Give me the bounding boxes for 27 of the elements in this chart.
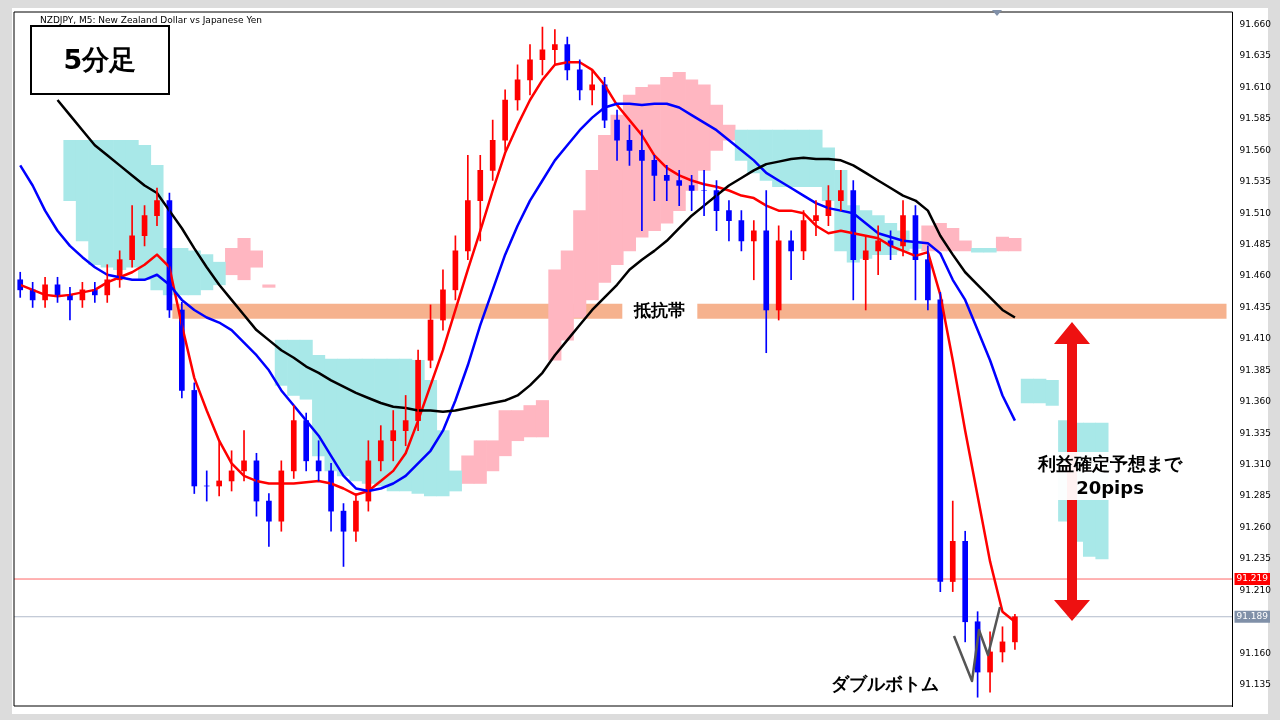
ref-line-label: 91.219: [1236, 573, 1269, 584]
y-tick-label: 91.535: [1239, 176, 1272, 187]
y-tick-label: 91.635: [1239, 50, 1272, 61]
y-tick-label: 91.660: [1239, 18, 1272, 29]
y-tick-label: 91.260: [1239, 521, 1272, 532]
y-tick-label: 91.335: [1239, 427, 1272, 438]
y-tick-label: 91.485: [1239, 238, 1272, 249]
text: 5分足: [30, 25, 170, 95]
y-tick-label: 91.610: [1239, 81, 1272, 92]
y-tick-label: 91.285: [1239, 490, 1272, 501]
band-label: 抵抗帯: [633, 299, 686, 320]
y-tick-label: 91.560: [1239, 144, 1272, 155]
chart-subtitle: NZDJPY, M5: New Zealand Dollar vs Japanese Yen: [40, 15, 262, 25]
y-tick-label: 91.360: [1239, 396, 1272, 407]
annotation: ダブルボトム: [829, 672, 940, 696]
y-tick-label: 91.210: [1239, 584, 1272, 595]
y-tick-label: 91.435: [1239, 301, 1272, 312]
y-tick-label: 91.585: [1239, 113, 1272, 124]
y-tick-label: 91.510: [1239, 207, 1272, 218]
y-tick-label: 91.310: [1239, 458, 1272, 469]
y-tick-label: 91.385: [1239, 364, 1272, 375]
y-tick-label: 91.460: [1239, 270, 1272, 281]
y-tick-label: 91.410: [1239, 333, 1272, 344]
y-tick-label: 91.235: [1239, 553, 1272, 564]
y-tick-label: 91.160: [1239, 647, 1272, 658]
ref-line-label: 91.189: [1236, 611, 1269, 622]
y-tick-label: 91.135: [1239, 678, 1272, 689]
